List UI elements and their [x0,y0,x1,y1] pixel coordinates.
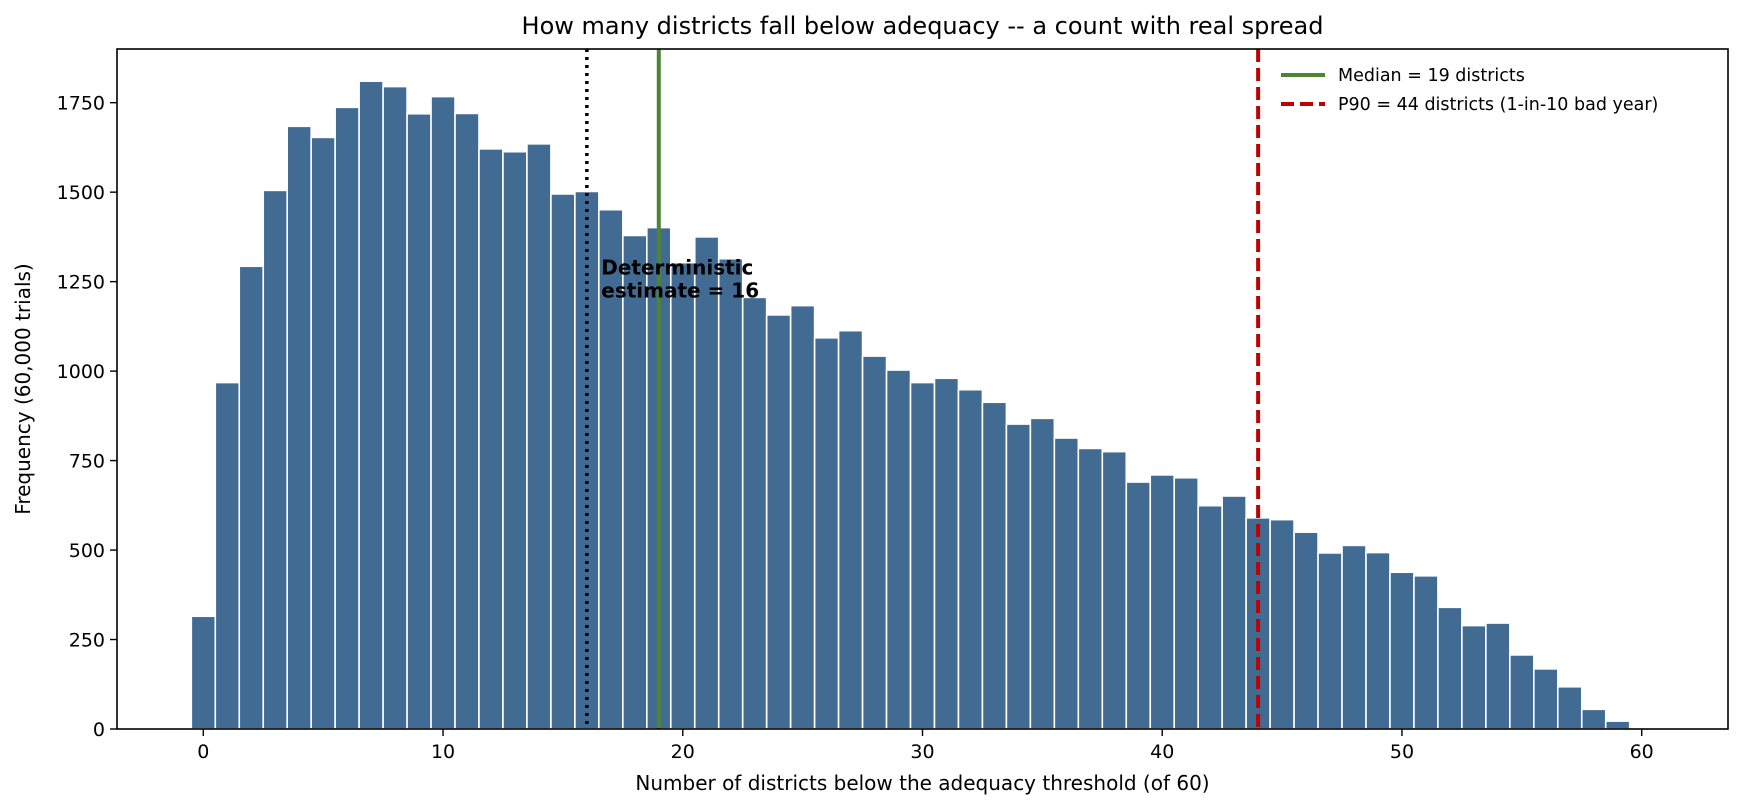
histogram-bar [1221,495,1247,730]
histogram-bar [1604,720,1631,730]
histogram-bar [1533,668,1559,730]
histogram-bar [1317,552,1343,730]
histogram-bar [454,112,480,730]
histogram-bar [406,112,432,730]
histogram-bar [622,234,648,730]
histogram-bar [334,106,360,730]
x-tick-label: 50 [1390,741,1414,763]
histogram-bar [837,329,864,730]
histogram-bar [909,381,936,730]
histogram-bar [1029,417,1056,730]
y-tick-label: 1500 [57,182,105,204]
x-axis-title: Number of districts below the adequacy t… [635,771,1209,795]
axes-layer: 0 10 20 30 40 50 60 0 250 500 750 1000 1250 1500 1750 [57,48,1729,763]
histogram-bar [1365,551,1391,730]
histogram-bar [717,257,744,730]
histogram-bar [1437,606,1463,730]
reference-lines-layer [585,49,1261,729]
histogram-bar [861,355,888,730]
legend-label-p90: P90 = 44 districts (1-in-10 bad year) [1338,95,1658,115]
histogram-bar [669,261,696,730]
histogram-bar [262,189,289,730]
histogram-bar [1509,654,1535,730]
histogram-bar [957,388,984,730]
histogram-bar [1053,437,1080,730]
x-tick-label: 0 [197,741,209,763]
histogram-bar [238,265,265,730]
histogram-bar [1269,518,1295,730]
histogram-bar [502,150,528,730]
histogram-bar [765,314,792,730]
histogram-bar [382,85,408,730]
x-tick-label: 10 [431,741,455,763]
histogram-bar [1580,708,1607,730]
histogram-bar [550,193,576,730]
y-tick-label: 1250 [57,272,105,294]
y-tick-label: 750 [69,451,105,473]
histogram-bar [741,296,768,730]
histogram-bar [1077,447,1104,730]
histogram-bar [1149,474,1176,730]
histogram-bar [1197,504,1223,730]
histogram-bar [1125,481,1152,730]
histogram-bar [813,337,840,730]
histogram-bar [1556,685,1583,730]
deterministic-annotation-line2: estimate = 16 [601,278,759,302]
histogram-bar [789,304,816,730]
y-tick-label: 250 [69,630,105,652]
histogram-bar [981,401,1008,730]
histogram-bar [526,143,552,730]
legend-label-median: Median = 19 districts [1338,66,1525,86]
histogram-bar [1413,575,1439,730]
histogram-bar [1461,624,1487,730]
chart-title: How many districts fall below adequacy -… [522,12,1324,40]
x-tick-label: 40 [1150,741,1174,763]
histogram-bar [1341,544,1367,730]
histogram-bar [1005,423,1032,730]
histogram-bar [478,148,504,730]
histogram-bar [693,236,720,730]
x-tick-label: 30 [910,741,934,763]
histogram-bar [310,136,336,730]
histogram-bar [430,95,456,730]
histogram-bar [286,125,312,730]
histogram-bar [885,369,912,730]
bars-layer [190,80,1631,730]
y-tick-label: 1000 [57,361,105,383]
histogram-bar [214,381,241,730]
y-axis-title: Frequency (60,000 trials) [11,263,35,514]
deterministic-annotation-line1: Deterministic [601,255,753,279]
histogram-bar [1293,531,1319,730]
histogram-bar [1389,571,1415,730]
y-tick-label: 500 [69,540,105,562]
histogram-bar [1101,450,1128,730]
legend: Median = 19 districts P90 = 44 districts… [1281,66,1658,115]
histogram-bar [358,80,384,730]
histogram-bar [1173,476,1199,730]
y-tick-label: 0 [93,719,105,741]
histogram-bar [190,615,217,730]
x-tick-label: 20 [671,741,695,763]
histogram-bar [933,377,960,730]
histogram-bar [574,190,600,730]
y-tick-label: 1750 [57,93,105,115]
histogram-bar [1485,622,1511,730]
x-tick-label: 60 [1630,741,1654,763]
